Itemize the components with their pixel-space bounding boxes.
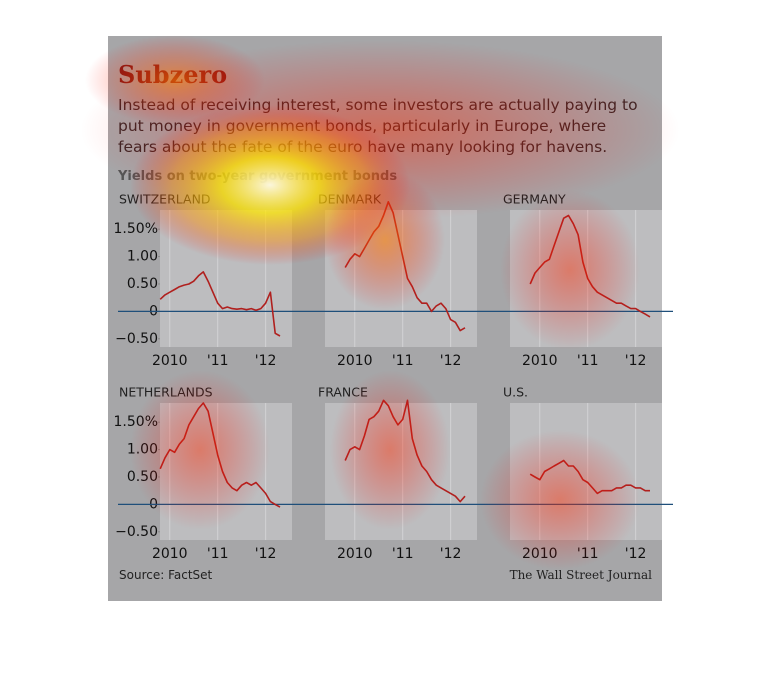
x-tick-label: '11 <box>207 546 229 562</box>
y-tick-label: 1.00 <box>127 442 158 458</box>
plot-area <box>160 403 292 540</box>
x-tick-label: '12 <box>440 546 462 562</box>
x-tick-label: '11 <box>577 353 599 369</box>
y-tick-label: 0.50 <box>127 276 158 292</box>
y-tick-label: −0.50 <box>115 524 158 540</box>
x-tick-label: '11 <box>392 353 414 369</box>
x-tick-label: '12 <box>625 353 647 369</box>
x-tick-label: 2010 <box>152 353 188 369</box>
x-tick-label: '12 <box>625 546 647 562</box>
credit: The Wall Street Journal <box>509 568 652 582</box>
plot-area <box>325 210 477 347</box>
x-tick-label: '12 <box>440 353 462 369</box>
x-tick-label: '11 <box>207 353 229 369</box>
y-tick-label: 1.50% <box>114 221 158 237</box>
x-tick-label: '11 <box>577 546 599 562</box>
x-tick-label: '12 <box>255 353 277 369</box>
x-tick-label: '11 <box>392 546 414 562</box>
x-tick-label: 2010 <box>152 546 188 562</box>
panel-title: GERMANY <box>503 192 566 207</box>
source: Source: FactSet <box>119 568 213 582</box>
x-tick-label: 2010 <box>337 546 373 562</box>
data-line <box>159 271 281 337</box>
panel-title: SWITZERLAND <box>119 192 211 207</box>
y-tick-label: 1.50% <box>114 414 158 430</box>
plot-area <box>510 403 662 540</box>
plot-area <box>160 210 292 347</box>
y-tick-label: 0.50 <box>127 469 158 485</box>
panel-title: DENMARK <box>318 192 382 207</box>
plot-area <box>325 403 477 540</box>
title: Subzero <box>118 60 228 89</box>
x-tick-label: 2010 <box>522 353 558 369</box>
x-tick-label: 2010 <box>522 546 558 562</box>
chart-label: Yields on two-year government bonds <box>118 169 398 184</box>
y-tick-label: −0.50 <box>115 331 158 347</box>
panel-title: FRANCE <box>318 385 368 400</box>
panel-title: NETHERLANDS <box>119 385 213 400</box>
subtitle: Instead of receiving interest, some inve… <box>118 96 638 156</box>
y-tick-label: 1.00 <box>127 249 158 265</box>
panel-title: U.S. <box>503 385 528 400</box>
x-tick-label: 2010 <box>337 353 373 369</box>
x-tick-label: '12 <box>255 546 277 562</box>
